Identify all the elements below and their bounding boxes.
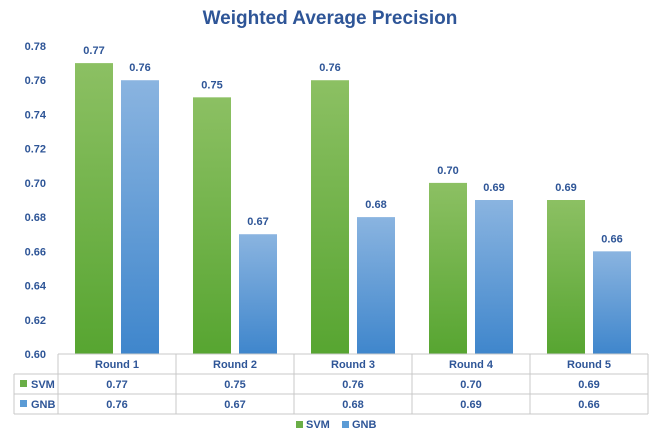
table-series-name: SVM: [31, 379, 55, 391]
legend-label: GNB: [352, 419, 377, 431]
y-tick-label: 0.66: [25, 246, 46, 258]
table-legend-key: [20, 380, 27, 387]
bar-gnb: [593, 251, 631, 354]
data-label: 0.76: [319, 62, 340, 74]
x-tick-label: Round 3: [331, 359, 375, 371]
table-cell: 0.66: [578, 399, 599, 411]
y-tick-label: 0.74: [25, 109, 47, 121]
table-cell: 0.75: [224, 379, 245, 391]
bar-svm: [547, 200, 585, 354]
data-label: 0.70: [437, 165, 458, 177]
x-tick-label: Round 5: [567, 359, 611, 371]
data-labels: 0.77 0.76 0.75 0.67 0.76 0.68 0.70 0.69 0.69 0.66: [83, 45, 622, 245]
table-series-name: GNB: [31, 399, 56, 411]
data-label: 0.77: [83, 45, 104, 57]
bar-gnb: [121, 80, 159, 354]
table-cell: 0.77: [106, 379, 127, 391]
data-label: 0.76: [129, 62, 150, 74]
table-legend-key: [20, 400, 27, 407]
y-tick-label: 0.76: [25, 75, 46, 87]
bar-svm: [311, 80, 349, 354]
data-label: 0.75: [201, 79, 222, 91]
table-cell: 0.70: [460, 379, 481, 391]
y-tick-label: 0.64: [25, 281, 47, 293]
table-cell: 0.76: [342, 379, 363, 391]
table-cell: 0.68: [342, 399, 363, 411]
y-tick-label: 0.72: [25, 144, 46, 156]
table-cell: 0.69: [578, 379, 599, 391]
bar-gnb: [475, 200, 513, 354]
legend-label: SVM: [306, 419, 330, 431]
data-label: 0.69: [555, 182, 576, 194]
bar-gnb: [357, 217, 395, 354]
table-cell: 0.76: [106, 399, 127, 411]
y-tick-label: 0.70: [25, 178, 46, 190]
bars: [75, 63, 631, 354]
y-tick-label: 0.60: [25, 349, 46, 361]
table-cell: 0.69: [460, 399, 481, 411]
legend-key: [342, 421, 349, 428]
bar-svm: [193, 97, 231, 354]
bar-svm: [429, 182, 467, 354]
x-tick-label: Round 1: [95, 359, 139, 371]
y-tick-label: 0.62: [25, 315, 46, 327]
data-label: 0.69: [483, 182, 504, 194]
data-label: 0.68: [365, 199, 386, 211]
table-cell: 0.67: [224, 399, 245, 411]
y-tick-label: 0.68: [25, 212, 46, 224]
x-tick-label: Round 2: [213, 359, 257, 371]
y-axis: 0.60 0.62 0.64 0.66 0.68 0.70 0.72 0.74 0.76 0.78: [25, 41, 47, 361]
data-table: Round 1 Round 2 Round 3 Round 4 Round 5 SVM 0.…: [13, 353, 649, 415]
chart-title: Weighted Average Precision: [203, 8, 458, 29]
legend-key: [296, 421, 303, 428]
data-label: 0.67: [247, 216, 268, 228]
bar-gnb: [239, 234, 277, 354]
y-tick-label: 0.78: [25, 41, 46, 53]
x-tick-label: Round 4: [449, 359, 494, 371]
legend: SVM GNB: [296, 419, 377, 431]
data-label: 0.66: [601, 233, 622, 245]
bar-svm: [75, 63, 113, 354]
